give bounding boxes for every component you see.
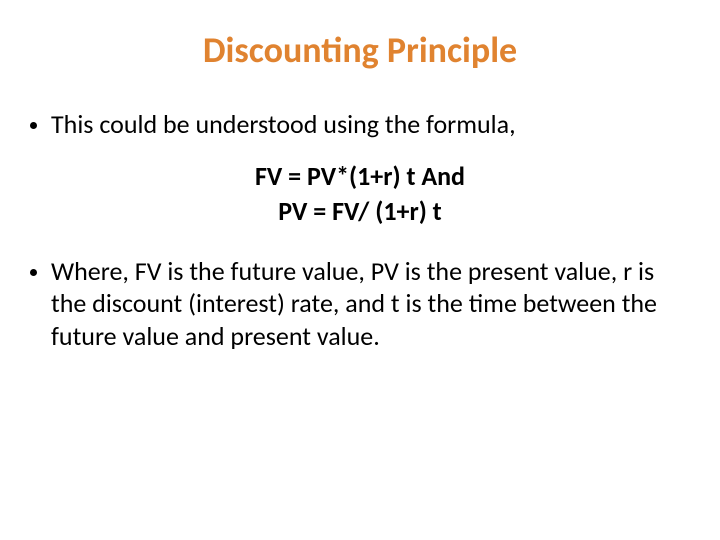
bullet-item: This could be understood using the formu…: [30, 108, 690, 141]
formula-line-2: PV = FV/ (1+r) t: [30, 194, 690, 229]
bullet-item: Where, FV is the future value, PV is the…: [30, 255, 690, 353]
bullet-dot: [30, 269, 37, 276]
bullet-dot: [30, 122, 37, 129]
formula-line-1: FV = PV*(1+r) t And: [30, 159, 690, 194]
bullet-text: Where, FV is the future value, PV is the…: [51, 255, 690, 353]
slide: Discounting Principle This could be unde…: [0, 0, 720, 540]
formula-block: FV = PV*(1+r) t And PV = FV/ (1+r) t: [30, 159, 690, 229]
slide-title: Discounting Principle: [30, 28, 690, 72]
bullet-text: This could be understood using the formu…: [51, 108, 516, 141]
